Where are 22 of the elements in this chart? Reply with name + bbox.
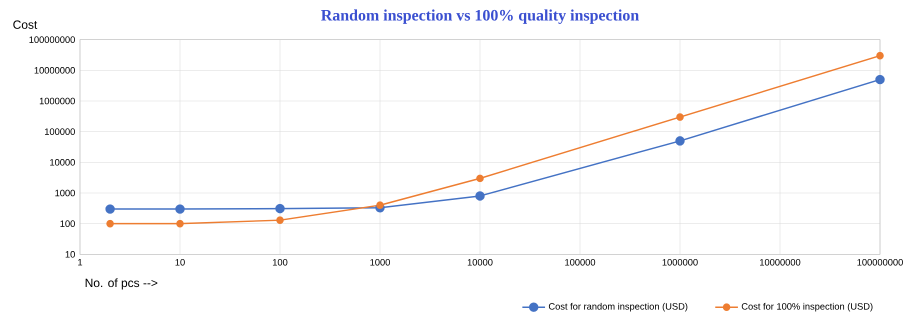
y-axis-title: Cost: [13, 20, 38, 29]
y-tick-label: 100: [60, 220, 75, 227]
x-tick-label: 10000000: [760, 259, 800, 266]
x-tick-label: 10000: [468, 259, 493, 266]
y-tick-label: 10: [66, 251, 75, 258]
x-tick-label: 10: [176, 259, 185, 266]
x-tick-label: 1000: [370, 259, 390, 266]
x-tick-label: 1000000: [662, 259, 698, 266]
legend-label: Cost for 100% inspection (USD): [742, 302, 872, 312]
y-tick-label: 10000000: [34, 67, 75, 74]
x-tick-label: 100000000: [857, 259, 903, 266]
x-tick-label: 1: [78, 259, 82, 266]
y-tick-label: 1000: [55, 190, 75, 196]
x-tick-label: 100000: [565, 259, 596, 266]
x-axis-title: No. of pcs -->: [86, 278, 158, 290]
y-tick-label: 100000: [44, 128, 75, 135]
y-tick-label: 10000: [50, 159, 75, 166]
y-tick-label: 100000000: [29, 36, 75, 43]
chart-title: Random inspection vs 100% quality inspection: [321, 9, 639, 24]
x-tick-label: 100: [272, 259, 288, 266]
y-tick-label: 1000000: [40, 98, 75, 104]
legend-label: Cost for random inspection (USD): [548, 302, 688, 312]
